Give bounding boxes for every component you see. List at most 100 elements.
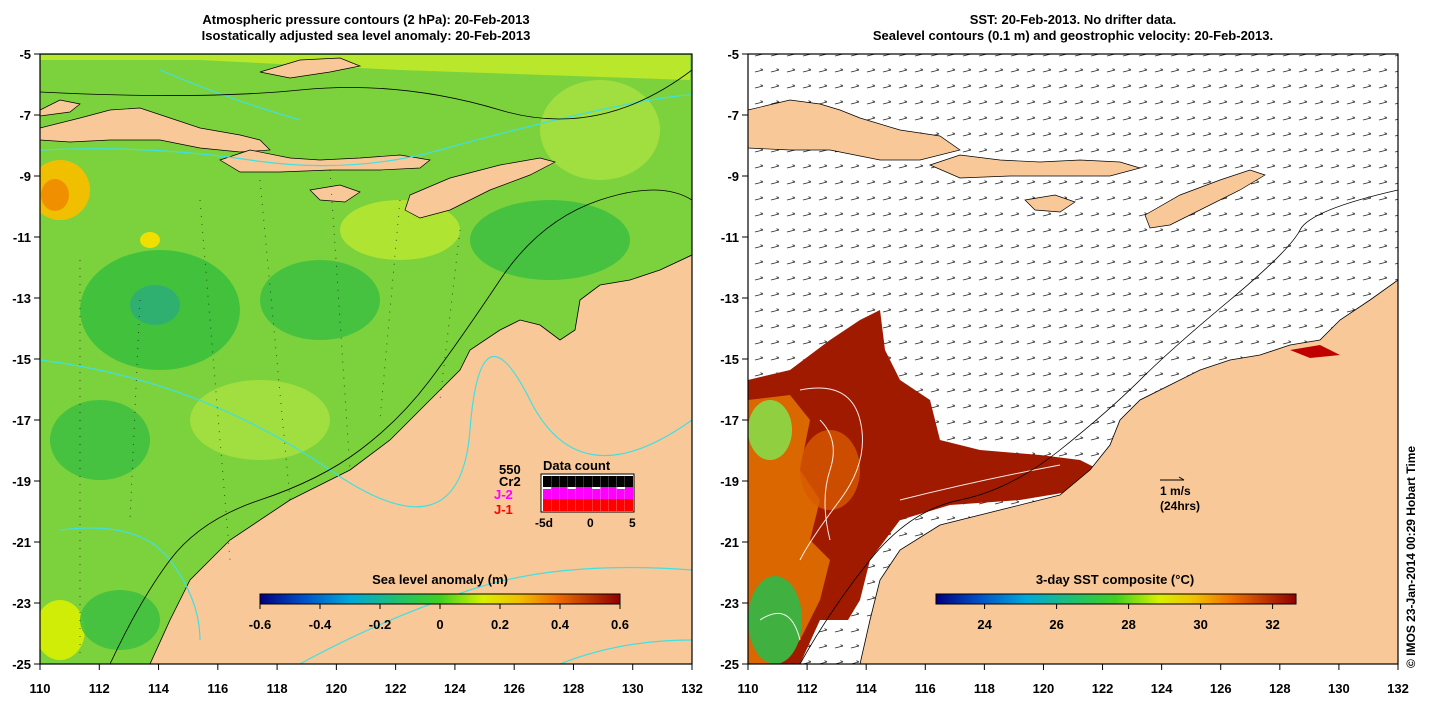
- bathymetry-contour-right: [799, 189, 1398, 664]
- data-count-bar-cr2: [567, 476, 576, 487]
- right-x-tick-label: 118: [974, 681, 995, 696]
- left-x-tick-label: 132: [681, 681, 703, 696]
- right-x-tick-label: 122: [1092, 681, 1114, 696]
- left-y-tick-label: -7: [19, 108, 31, 123]
- data-count-bar-j1: [592, 499, 601, 511]
- data-count-bar-j2: [608, 487, 617, 499]
- right-x-tick-label: 116: [915, 681, 936, 696]
- left-y-tick-label: -5: [19, 47, 31, 62]
- australia-landmass-right: [859, 279, 1398, 664]
- data-count-bar-j1: [616, 499, 625, 511]
- right-colorbar-tick-label: 28: [1121, 617, 1135, 632]
- left-colorbar-label: Sea level anomaly (m): [372, 572, 508, 587]
- data-count-bar-cr2: [559, 476, 568, 487]
- right-y-tick-label: -25: [720, 657, 739, 672]
- pressure-isobars: [40, 69, 692, 664]
- right-y-tick-label: -13: [720, 291, 739, 306]
- timor-island: [404, 157, 556, 219]
- data-count-title: Data count: [543, 458, 611, 473]
- sealevel-contours: [759, 387, 1061, 641]
- data-count-bar-j1: [608, 499, 617, 511]
- right-x-tick-label: 132: [1387, 681, 1409, 696]
- velocity-scale-value: 1 m/s: [1160, 484, 1191, 498]
- left-x-tick-label: 122: [385, 681, 407, 696]
- data-count-bar-cr2: [625, 476, 633, 487]
- data-count-bar-j1: [567, 499, 576, 511]
- left-x-tick-label: 118: [267, 681, 288, 696]
- left-colorbar-tick-label: 0: [436, 617, 443, 632]
- data-count-bar-j1: [584, 499, 592, 511]
- right-y-tick-label: -7: [727, 108, 739, 123]
- left-colorbar-tick-label: -0.4: [309, 617, 332, 632]
- java-island: [40, 107, 271, 153]
- velocity-scale-unit: (24hrs): [1160, 499, 1200, 513]
- left-y-tick-label: -21: [12, 535, 31, 550]
- left-map: [40, 54, 692, 664]
- data-count-bar-j2: [551, 487, 560, 499]
- data-count-mission-cr2: Cr2: [499, 474, 521, 489]
- right-y-tick-label: -5: [727, 47, 739, 62]
- right-x-tick-label: 114: [856, 681, 878, 696]
- lesser-sunda-islands-right: [929, 154, 1142, 179]
- left-colorbar-tick-label: 0.2: [491, 617, 509, 632]
- right-x-tick-label: 120: [1033, 681, 1055, 696]
- left-x-tick-label: 124: [444, 681, 466, 696]
- left-colorbar-tick-label: 0.6: [611, 617, 629, 632]
- right-x-tick-label: 130: [1328, 681, 1350, 696]
- right-x-axis-ticks: 110 112 114 116 118 120 122 124 126 128 130 132: [738, 664, 1409, 696]
- left-y-axis-ticks: -5 -7 -9 -11 -13 -15 -17 -19 -21 -23 -25: [12, 47, 40, 672]
- right-title-line2: Sealevel contours (0.1 m) and geostrophi…: [872, 28, 1274, 43]
- right-colorbar-tick-label: 26: [1049, 617, 1063, 632]
- data-count-bar-j2: [625, 487, 633, 499]
- bathymetry-contour: [40, 69, 692, 664]
- right-x-tick-label: 112: [797, 681, 818, 696]
- left-x-tick-label: 116: [207, 681, 228, 696]
- right-y-tick-label: -9: [727, 169, 739, 184]
- right-y-axis-ticks: -5 -7 -9 -11 -13 -15 -17 -19 -21 -23 -25: [720, 47, 748, 672]
- left-x-tick-label: 128: [563, 681, 585, 696]
- sumba-island: [309, 184, 361, 203]
- right-colorbar: 3-day SST composite (°C) 24 26 28 30 32: [935, 572, 1297, 632]
- data-count-bar-j2: [616, 489, 625, 499]
- data-count-bar-j1: [600, 499, 609, 511]
- data-count-bar-j1: [625, 499, 633, 511]
- velocity-scale: 1 m/s (24hrs): [1160, 476, 1200, 513]
- data-count-bar-j1: [575, 499, 584, 511]
- left-x-tick-label: 112: [89, 681, 110, 696]
- left-y-tick-label: -11: [13, 230, 31, 245]
- data-count-mission-j1: J-1: [494, 502, 513, 517]
- data-count-bar-cr2: [608, 476, 617, 487]
- data-count-bar-cr2: [600, 476, 609, 487]
- data-count-bar-cr2: [592, 476, 601, 487]
- data-count-bar-j2: [575, 487, 584, 499]
- data-count-bar-j2: [567, 489, 576, 499]
- data-count-mission-j2: J-2: [494, 487, 513, 502]
- data-count-bar-j1: [559, 499, 568, 511]
- left-x-axis-ticks: 110 112 114 116 118 120 122 124 126 128 130 132: [30, 664, 703, 696]
- right-colorbar-label: 3-day SST composite (°C): [1036, 572, 1194, 587]
- left-x-tick-label: 126: [503, 681, 525, 696]
- right-x-tick-label: 128: [1269, 681, 1291, 696]
- left-colorbar-ticks: -0.6 -0.4 -0.2 0 0.2 0.4 0.6: [249, 604, 629, 632]
- right-y-tick-label: -11: [721, 230, 739, 245]
- right-y-tick-label: -19: [720, 474, 739, 489]
- left-y-tick-label: -17: [12, 413, 31, 428]
- left-y-tick-label: -13: [12, 291, 31, 306]
- java-island-right: [748, 99, 961, 161]
- left-x-tick-label: 120: [326, 681, 348, 696]
- right-x-tick-label: 124: [1151, 681, 1173, 696]
- right-y-tick-label: -15: [720, 352, 739, 367]
- data-count-bar-j1: [543, 499, 551, 511]
- data-count-tick-end: 5: [629, 516, 636, 530]
- data-count-bar-j2: [543, 489, 551, 499]
- left-colorbar-tick-label: -0.6: [249, 617, 271, 632]
- left-colorbar-tick-label: -0.2: [369, 617, 391, 632]
- lesser-sunda-islands: [219, 149, 431, 173]
- credit-text: © IMOS 23-Jan-2014 00:29 Hobart Time: [1404, 445, 1418, 668]
- left-y-tick-label: -15: [12, 352, 31, 367]
- right-y-tick-label: -21: [720, 535, 739, 550]
- data-count-tick-start: -5d: [535, 516, 553, 530]
- data-count-tick-zero: 0: [587, 516, 594, 530]
- left-x-tick-label: 114: [148, 681, 170, 696]
